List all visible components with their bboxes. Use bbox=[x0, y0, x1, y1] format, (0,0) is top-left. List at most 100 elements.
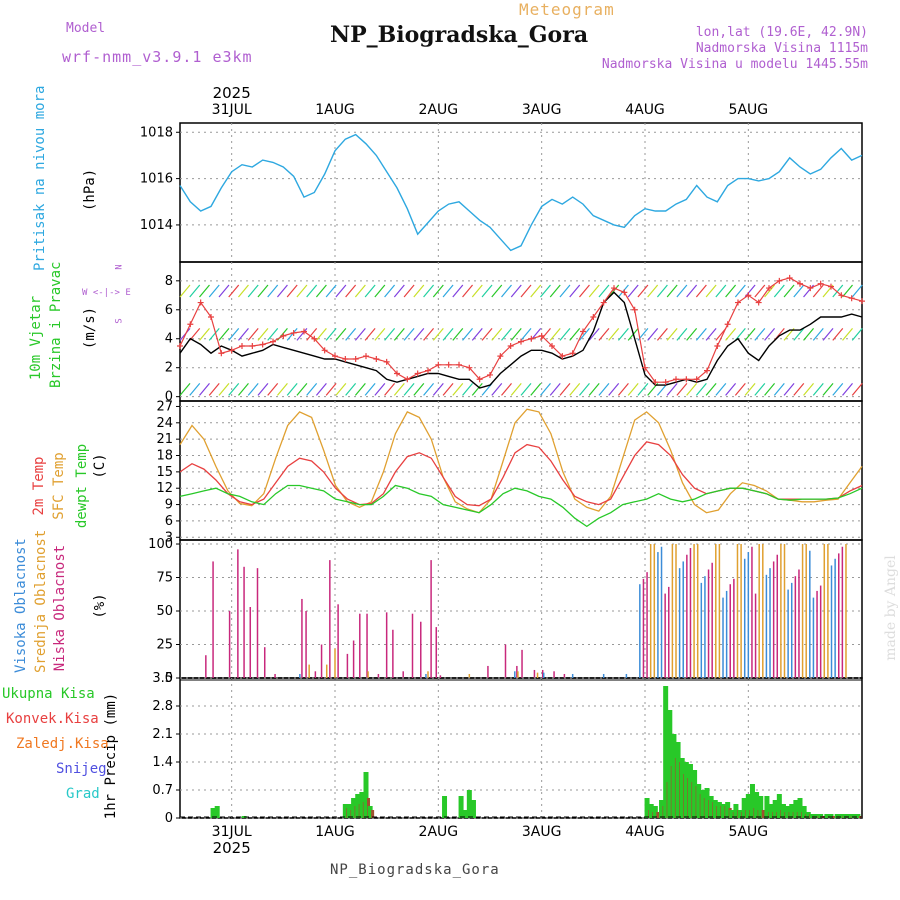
wind-arrow bbox=[393, 328, 405, 341]
wind-arrow bbox=[608, 328, 620, 341]
gust-marker bbox=[487, 371, 493, 378]
wind-arrow bbox=[208, 284, 220, 298]
wind-arrow bbox=[413, 284, 425, 298]
precip-total-bar bbox=[644, 798, 650, 818]
gust-marker bbox=[838, 292, 845, 299]
wind-arrow bbox=[413, 328, 425, 341]
wind-arrow bbox=[384, 328, 396, 341]
wind-arrow bbox=[598, 328, 610, 341]
altitude-label: Nadmorska Visina 1115m bbox=[695, 41, 868, 56]
gust-marker bbox=[177, 342, 183, 349]
wind-arrow bbox=[267, 383, 279, 396]
y-tick-label-p2: 15 bbox=[156, 465, 173, 480]
wind-arrow bbox=[345, 383, 357, 396]
wind-arrow bbox=[715, 383, 727, 396]
y-tick-label-p2: 27 bbox=[156, 399, 173, 414]
wind-arrow bbox=[374, 328, 386, 341]
wind-arrow bbox=[501, 284, 512, 298]
gust-marker bbox=[197, 299, 204, 306]
panel-frame-4 bbox=[179, 677, 863, 819]
wind-arrow bbox=[744, 383, 756, 396]
y-tick-label-p0: 1018 bbox=[140, 125, 173, 140]
precip-total-bar bbox=[367, 806, 373, 818]
wind-arrow bbox=[189, 328, 201, 341]
wind-arrow bbox=[199, 328, 210, 341]
panel-frame-0 bbox=[179, 122, 863, 263]
wind-arrow bbox=[501, 328, 512, 341]
wind-arrow bbox=[803, 383, 815, 396]
wind-arrow bbox=[276, 284, 288, 298]
gust-marker bbox=[208, 314, 214, 321]
gust-marker bbox=[538, 332, 545, 339]
gust-marker bbox=[652, 379, 659, 386]
gust-marker bbox=[373, 356, 380, 363]
wind-arrow bbox=[462, 383, 474, 396]
precip-total-bar bbox=[210, 808, 216, 818]
y-tick-label-p3: 25 bbox=[156, 638, 173, 653]
day-label-bottom: 31JUL bbox=[212, 824, 252, 840]
wind-arrow bbox=[832, 383, 844, 396]
y-tick-label-p2: 18 bbox=[156, 449, 173, 464]
wind-arrow bbox=[462, 328, 474, 341]
wind-arrow bbox=[345, 328, 357, 341]
wind-rose: W <-|-> E bbox=[82, 288, 131, 298]
y-tick-label-p0: 1014 bbox=[140, 218, 173, 233]
precip-conv-bar bbox=[656, 812, 660, 818]
y-tick-label-p3: 0 bbox=[165, 671, 173, 686]
wind-arrow bbox=[491, 328, 503, 341]
wind-arrow bbox=[734, 383, 746, 396]
day-label-bottom: 4AUG bbox=[625, 824, 665, 840]
gust-marker bbox=[724, 321, 731, 328]
wind-arrow bbox=[666, 383, 678, 396]
wind-arrow bbox=[549, 328, 561, 341]
wind-arrow bbox=[315, 284, 327, 298]
gust-marker bbox=[580, 328, 586, 335]
wind-arrow bbox=[832, 328, 844, 341]
wind-arrow bbox=[247, 284, 259, 298]
wind-arrow bbox=[276, 383, 288, 396]
day-label-top: 2AUG bbox=[419, 102, 459, 118]
gust-marker bbox=[590, 314, 597, 321]
precip-total-bar bbox=[842, 814, 848, 818]
precip-total-bar bbox=[733, 804, 739, 818]
gust-marker bbox=[476, 376, 483, 383]
y-tick-label-p2: 24 bbox=[156, 416, 173, 431]
gust-marker bbox=[714, 342, 721, 349]
precip-frz-label: Zaledj.Kisa bbox=[16, 736, 109, 752]
wind-arrow bbox=[189, 284, 201, 298]
precip-total-bar bbox=[355, 794, 361, 818]
wind-arrow bbox=[588, 328, 600, 341]
wind-arrow bbox=[423, 328, 435, 341]
precip-total-bar bbox=[801, 806, 807, 818]
precip-total-bar bbox=[700, 790, 706, 818]
wind-arrow bbox=[179, 383, 191, 396]
wind-arrow bbox=[384, 383, 396, 396]
wind-arrow bbox=[725, 328, 737, 341]
wind-arrow bbox=[296, 328, 308, 341]
wind-arrow bbox=[296, 284, 308, 298]
wind-arrow bbox=[812, 284, 824, 298]
gust-marker bbox=[270, 338, 276, 345]
y-tick-label-p1: 4 bbox=[165, 332, 173, 347]
precip-total-bar bbox=[834, 814, 840, 818]
precip-conv-bar bbox=[371, 810, 375, 818]
y-tick-label-p2: 12 bbox=[156, 481, 173, 496]
wind-arrow bbox=[374, 383, 386, 396]
precip-total-bar bbox=[818, 814, 824, 818]
y-tick-label-p2: 6 bbox=[165, 514, 173, 529]
precip-total-bar bbox=[648, 804, 654, 818]
wind-arrow bbox=[793, 284, 805, 298]
gust-marker bbox=[693, 376, 700, 383]
wind-arrow bbox=[257, 383, 269, 396]
precip-total-bar bbox=[652, 806, 658, 818]
wind-arrow bbox=[218, 284, 230, 298]
wind-arrow bbox=[481, 284, 493, 298]
wind-arrow bbox=[306, 383, 318, 396]
wind-arrow bbox=[549, 284, 561, 298]
gust-marker bbox=[259, 341, 266, 348]
wind-arrow bbox=[247, 328, 259, 341]
precip-total-bar bbox=[809, 814, 815, 818]
y-tick-label-p4: 2.8 bbox=[152, 699, 173, 714]
wind-arrow bbox=[315, 328, 327, 341]
